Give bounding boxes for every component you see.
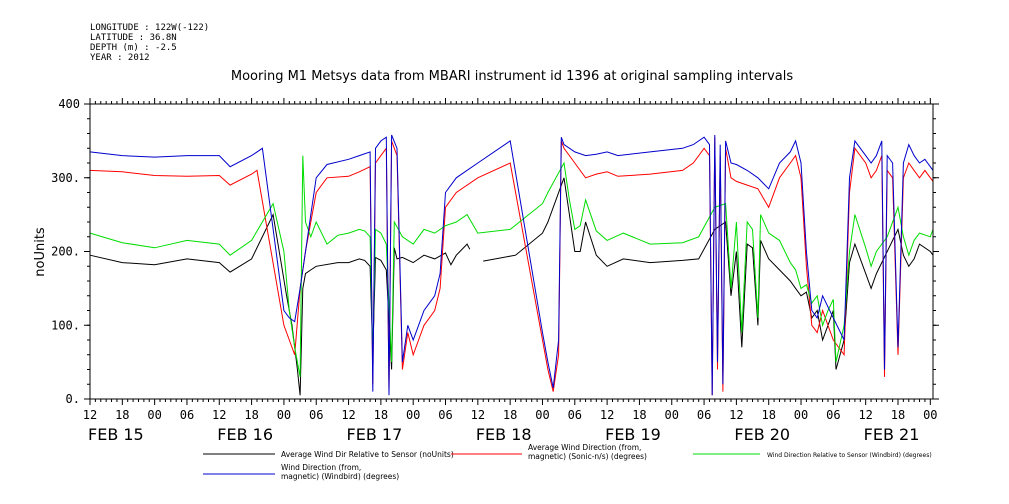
- x-day-label: FEB 17: [347, 425, 403, 444]
- year-text: YEAR : 2012: [90, 53, 150, 63]
- series-line-3: [89, 155, 934, 377]
- legend: Average Wind Dir Relative to Sensor (noU…: [203, 443, 932, 481]
- x-tick-label: 12: [341, 408, 355, 422]
- x-tick-label: 18: [891, 408, 905, 422]
- x-tick-label: 18: [374, 408, 388, 422]
- y-tick-label: 100.: [51, 318, 80, 332]
- x-tick-label: 18: [761, 408, 775, 422]
- x-tick-label: 12: [729, 408, 743, 422]
- x-tick-label: 06: [309, 408, 323, 422]
- chart-title: Mooring M1 Metsys data from MBARI instru…: [231, 69, 793, 84]
- x-day-label: FEB 19: [605, 425, 661, 444]
- x-tick-label: 06: [826, 408, 840, 422]
- y-tick-label: 0.: [66, 392, 80, 406]
- x-day-label: FEB 15: [88, 425, 144, 444]
- x-tick-label: 06: [180, 408, 194, 422]
- x-tick-label: 00: [665, 408, 679, 422]
- x-tick-label: 00: [923, 408, 937, 422]
- x-tick-label: 18: [244, 408, 258, 422]
- x-tick-label: 12: [600, 408, 614, 422]
- y-tick-label: 300.: [51, 171, 80, 185]
- y-tick-label: 200.: [51, 245, 80, 259]
- x-day-label: FEB 16: [217, 425, 273, 444]
- x-tick-label: 12: [212, 408, 226, 422]
- legend-label-2: Average Wind Direction (from, magnetic) (…: [528, 443, 647, 461]
- x-tick-label: 00: [406, 408, 420, 422]
- x-tick-label: 18: [503, 408, 517, 422]
- longitude-text: LONGITUDE : 122W(-122): [90, 23, 209, 33]
- x-day-label: FEB 21: [864, 425, 920, 444]
- x-tick-label: 00: [277, 408, 291, 422]
- series-line-1: [89, 177, 934, 396]
- x-tick-label: 00: [535, 408, 549, 422]
- x-tick-label: 00: [147, 408, 161, 422]
- legend-label-4: Wind Direction (from, magnetic) (Windbird…: [281, 463, 399, 481]
- y-axis-label: noUnits: [33, 227, 48, 277]
- x-tick-label: 00: [794, 408, 808, 422]
- x-day-label: FEB 20: [734, 425, 790, 444]
- legend-label-1: Average Wind Dir Relative to Sensor (noU…: [281, 450, 454, 459]
- x-tick-label: 18: [632, 408, 646, 422]
- legend-label-line: magnetic) (Windbird) (degrees): [281, 472, 399, 481]
- legend-label-line: magnetic) (Sonic-n/s) (degrees): [528, 452, 647, 461]
- x-tick-label: 06: [697, 408, 711, 422]
- x-tick-label: 12: [471, 408, 485, 422]
- legend-label-line: Wind Direction (from,: [281, 463, 361, 472]
- series-line-4: [89, 134, 934, 396]
- y-tick-label: 400: [58, 97, 80, 111]
- latitude-text: LATITUDE : 36.8N: [90, 33, 177, 43]
- legend-label-line: Average Wind Direction (from,: [528, 443, 641, 452]
- x-day-label: FEB 18: [476, 425, 532, 444]
- plot-area: [89, 134, 934, 396]
- legend-label-3: Wind Direction Relative to Sensor (Windb…: [767, 452, 932, 459]
- x-tick-label: 12: [83, 408, 97, 422]
- x-tick-label: 06: [568, 408, 582, 422]
- x-tick-label: 06: [438, 408, 452, 422]
- depth-text: DEPTH (m) : -2.5: [90, 43, 177, 53]
- x-tick-label: 12: [858, 408, 872, 422]
- axes: 0. 100. 200. 300. 400 12 18 00 06 12 18 00 06 12 18 00 0…: [51, 97, 939, 444]
- x-tick-label: 18: [115, 408, 129, 422]
- series-line-2: [89, 137, 934, 396]
